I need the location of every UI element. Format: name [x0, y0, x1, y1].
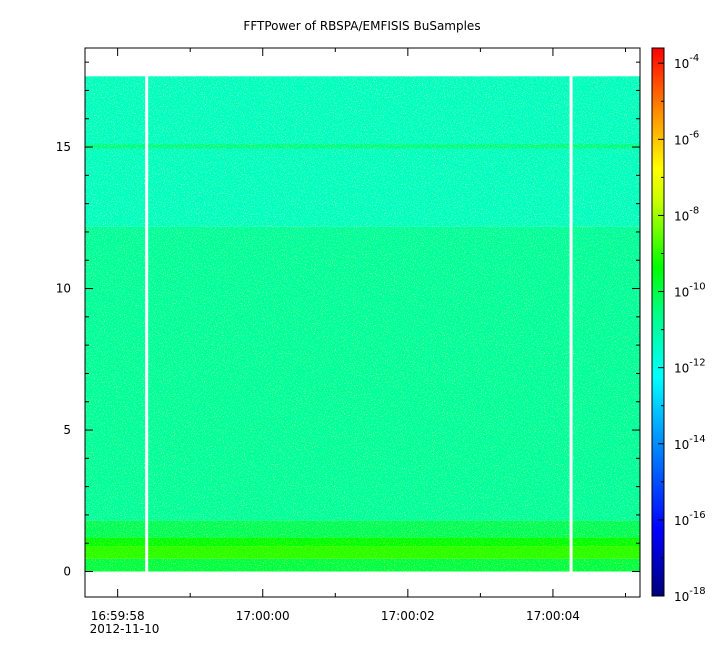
x-tick-date-label: 2012-11-10 [90, 622, 160, 636]
spectrogram-band [85, 226, 640, 521]
spectrogram-band [85, 144, 640, 149]
y-axis: 0 5 10 15 [56, 61, 640, 579]
x-tick-label: 17:00:02 [381, 609, 435, 623]
spectrogram-band [85, 546, 640, 559]
gap-column [145, 76, 149, 572]
x-tick-label: 17:00:04 [526, 609, 580, 623]
y-tick-label: 5 [63, 423, 71, 437]
y-tick-label: 10 [56, 282, 71, 296]
colorbar-tick-label: 10-8 [674, 205, 699, 223]
y-tick-label: 15 [56, 140, 71, 154]
colorbar-tick-label: 10-18 [674, 586, 706, 604]
spectrogram-image [85, 76, 640, 572]
colorbar-tick-label: 10-14 [674, 434, 706, 452]
colorbar-tick-label: 10-4 [674, 53, 699, 71]
x-tick-label: 16:59:58 [91, 609, 145, 623]
colorbar-tick-label: 10-6 [674, 129, 699, 147]
y-tick-label: 0 [63, 565, 71, 579]
colorbar-axis: 10-4 10-6 10-8 10-10 10-12 10-14 10-16 10-18 [658, 53, 706, 604]
chart-title: FFTPower of RBSPA/EMFISIS BuSamples [243, 19, 480, 33]
spectrogram-band [85, 520, 640, 538]
colorbar-tick-label: 10-10 [674, 282, 706, 300]
x-tick-label: 17:00:00 [236, 609, 290, 623]
spectrogram-band [85, 558, 640, 572]
colorbar-tick-label: 10-12 [674, 358, 706, 376]
colorbar-tick-label: 10-16 [674, 510, 706, 528]
gap-column [569, 76, 573, 572]
data-gaps [145, 76, 573, 572]
colorbar [651, 47, 665, 597]
plot-frame [84, 47, 641, 598]
spectrogram-band [85, 76, 640, 227]
spectrogram-band [85, 537, 640, 547]
